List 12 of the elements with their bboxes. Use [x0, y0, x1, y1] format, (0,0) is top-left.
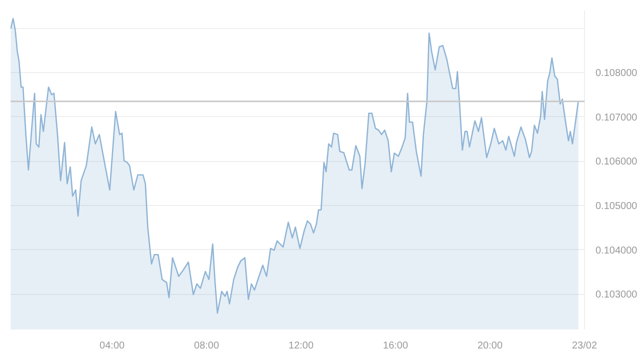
x-tick-label: 08:00	[194, 340, 220, 352]
y-tick-label: 0.106000	[596, 156, 638, 168]
y-tick-label: 0.103000	[596, 290, 638, 301]
x-tick-label: 16:00	[383, 340, 408, 352]
y-tick-label: 0.107000	[596, 112, 638, 124]
y-tick-label: 0.104000	[596, 245, 638, 256]
x-tick-label: 20:00	[478, 340, 503, 352]
x-tick-label: 04:00	[100, 340, 126, 352]
x-tick-label: 23/02	[572, 340, 598, 352]
y-tick-label: 0.105000	[596, 200, 638, 212]
x-tick-label: 12:00	[288, 340, 314, 352]
y-tick-label: 0.108000	[596, 68, 638, 80]
